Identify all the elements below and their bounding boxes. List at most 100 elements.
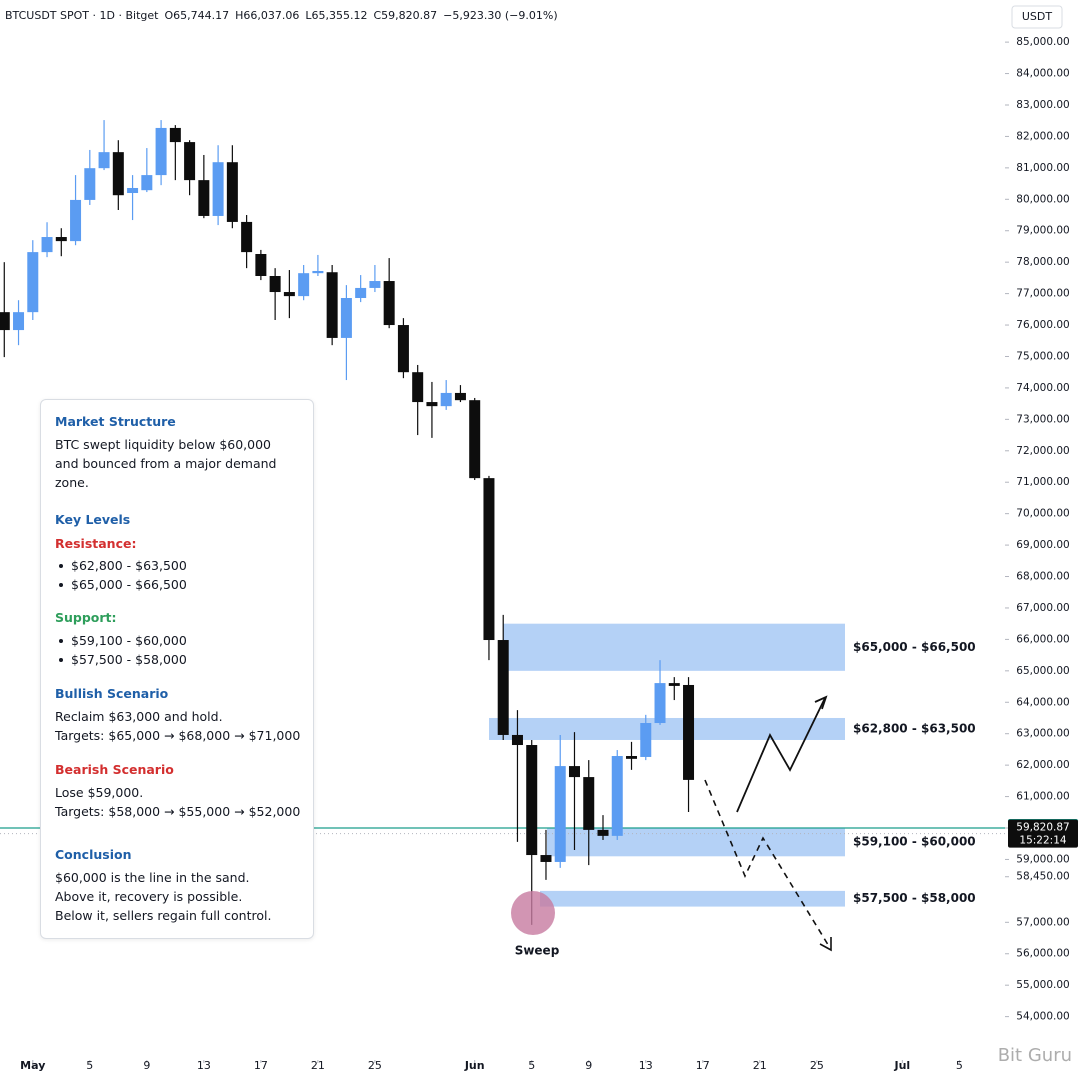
candle-body	[526, 745, 538, 856]
section-title: Conclusion	[55, 847, 132, 862]
y-tick-label: 58,450.00	[1016, 871, 1069, 883]
candle-body	[326, 272, 338, 338]
y-tick-label: 85,000.00	[1016, 36, 1069, 48]
y-tick-label: 69,000.00	[1016, 539, 1069, 551]
y-tick-label: 64,000.00	[1016, 696, 1069, 708]
y-tick-label: 83,000.00	[1016, 99, 1069, 111]
overlay-layer: 85,000.00 84,000.00 83,000.00 82,000.00 81,0…	[20, 36, 1078, 1072]
candle-body	[469, 400, 481, 479]
x-tick-label: 9	[143, 1059, 150, 1072]
panel-text: zone.	[55, 475, 89, 490]
y-tick-label: 70,000.00	[1016, 508, 1069, 520]
candle-body	[169, 127, 181, 143]
zones-layer	[0, 623, 1005, 907]
bullish-arrow	[736, 697, 826, 813]
x-tick-label: 5	[528, 1059, 535, 1072]
candle-body	[198, 180, 210, 216]
panel-text: Below it, sellers regain full control.	[55, 908, 272, 923]
support-item: $59,100 - $60,000	[59, 633, 187, 649]
candle-body	[241, 221, 253, 253]
x-tick-label: 9	[585, 1059, 592, 1072]
zone	[540, 890, 845, 907]
zone-label: $65,000 - $66,500	[853, 640, 976, 654]
open-value: O65,744.17	[164, 9, 229, 22]
candle-body	[55, 237, 67, 242]
candle-body	[497, 640, 509, 735]
y-tick-label: 54,000.00	[1016, 1011, 1069, 1023]
candle-body	[454, 392, 466, 401]
x-tick-label: 5	[86, 1059, 93, 1072]
support-item: $57,500 - $58,000	[59, 652, 187, 668]
y-tick-label: 73,000.00	[1016, 413, 1069, 425]
change-value: −5,923.30 (−9.01%)	[443, 9, 557, 22]
level-text: $65,000 - $66,500	[71, 577, 187, 592]
candle-body	[426, 402, 438, 407]
low-value: L65,355.12	[305, 9, 367, 22]
watermark: Bit Guru	[998, 1045, 1072, 1066]
symbol: BTCUSDT SPOT · 1D · Bitget	[5, 9, 159, 22]
y-tick-label: 68,000.00	[1016, 571, 1069, 583]
currency[interactable]: USDT	[1022, 10, 1053, 23]
zone	[503, 623, 845, 671]
currency-box[interactable]	[1011, 5, 1063, 29]
y-tick-label: 72,000.00	[1016, 445, 1069, 457]
last-price-box	[1008, 819, 1078, 848]
candle-body	[0, 312, 10, 331]
zone-label: $59,100 - $60,000	[853, 835, 976, 849]
x-tick-label: 13	[639, 1059, 653, 1072]
candle-body	[397, 325, 409, 373]
bullet	[59, 583, 63, 587]
x-tick-label: 25	[810, 1059, 824, 1072]
resistance-item: $62,800 - $63,500	[59, 558, 187, 574]
sweep-circle	[511, 891, 555, 935]
section-title: Bullish Scenario	[55, 686, 169, 701]
candle-body	[383, 281, 395, 326]
zone-label: $57,500 - $58,000	[853, 891, 976, 905]
candle-body	[540, 855, 552, 862]
bearish-arrow	[704, 779, 831, 949]
x-tick-label: Jul	[894, 1059, 911, 1072]
candle-body	[683, 684, 695, 780]
level-text: $62,800 - $63,500	[71, 558, 187, 573]
candles-layer	[0, 120, 695, 925]
candle-body	[27, 252, 39, 313]
panel-text: Reclaim $63,000 and hold.	[55, 709, 223, 724]
candle-body	[312, 270, 324, 274]
panel-text: Lose $59,000.	[55, 785, 144, 800]
close-value: C59,820.87	[374, 9, 438, 22]
y-tick-label: 63,000.00	[1016, 728, 1069, 740]
candle-body	[369, 281, 381, 288]
candle-body	[155, 127, 167, 176]
y-tick-label: 75,000.00	[1016, 350, 1069, 362]
y-tick-label: 59,000.00	[1016, 853, 1069, 865]
candle-body	[583, 777, 595, 830]
candle-body	[668, 683, 680, 686]
candle-body	[554, 766, 566, 862]
section-title: Market Structure	[55, 414, 176, 429]
y-tick-label: 55,000.00	[1016, 979, 1069, 991]
y-tick-label: 77,000.00	[1016, 288, 1069, 300]
x-tick-label: 5	[956, 1059, 963, 1072]
x-tick-label: 17	[696, 1059, 710, 1072]
section-title: Bearish Scenario	[55, 762, 174, 777]
analysis-panel: Market Structure BTC swept liquidity bel…	[40, 399, 314, 939]
candle-body	[511, 734, 523, 746]
panel-text: Above it, recovery is possible.	[55, 889, 243, 904]
y-tick-label: 74,000.00	[1016, 382, 1069, 394]
y-tick-label: 65,000.00	[1016, 665, 1069, 677]
candle-body	[626, 756, 638, 759]
candle-body	[70, 199, 82, 242]
candle-body	[112, 152, 124, 196]
panel-text: BTC swept liquidity below $60,000	[55, 437, 272, 452]
x-tick-label: May	[20, 1059, 45, 1072]
candle-body	[127, 187, 139, 194]
candle-body	[611, 756, 623, 836]
y-tick-label: 71,000.00	[1016, 476, 1069, 488]
x-tick-label: 21	[311, 1059, 325, 1072]
zone-label: $62,800 - $63,500	[853, 721, 976, 735]
y-tick-label: 57,000.00	[1016, 916, 1069, 928]
y-tick-label: 81,000.00	[1016, 162, 1069, 174]
candle-body	[226, 162, 238, 222]
bearish-arrow-head	[819, 937, 832, 952]
